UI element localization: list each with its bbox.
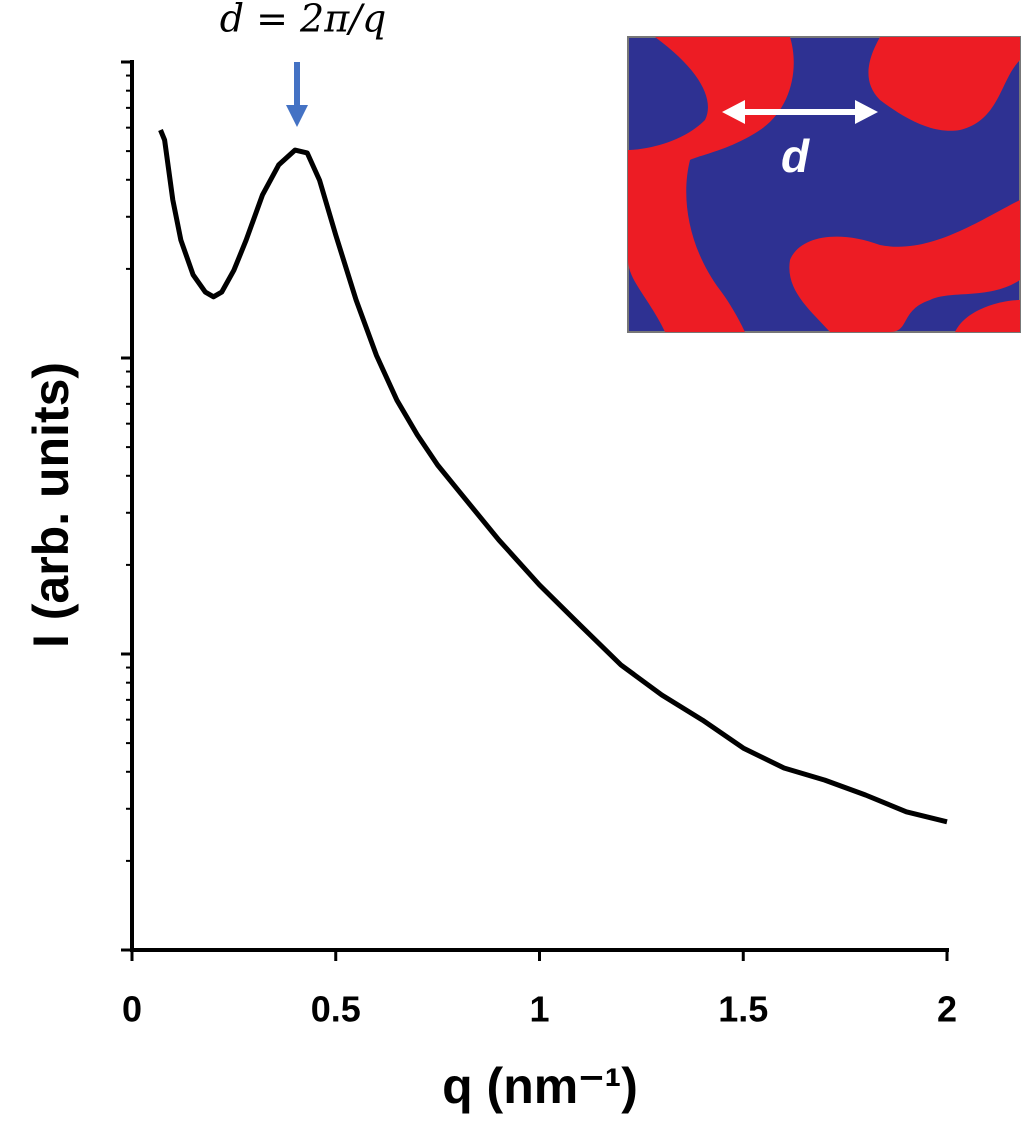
inset-arrowhead (855, 100, 878, 124)
x-tick-label: 0.5 (311, 989, 361, 1030)
x-tick-label: 1.5 (718, 989, 768, 1030)
x-tick-label: 2 (937, 989, 957, 1030)
y-axis-label: I (arb. units) (23, 362, 79, 648)
inset-domain (868, 37, 1020, 131)
x-tick-label: 1 (529, 989, 549, 1030)
inset-domain (789, 200, 1020, 332)
x-tick-label: 0 (122, 989, 142, 1030)
data-line (158, 129, 948, 825)
x-axis-label: q (nm⁻¹) (442, 1058, 638, 1114)
inset: d (627, 36, 1021, 333)
annotation: d = 2π/q (220, 0, 387, 41)
annotation-arrowhead (286, 105, 308, 127)
inset-label: d (781, 130, 810, 182)
inset-domain (955, 300, 1020, 332)
inset-arrowhead (722, 100, 745, 124)
